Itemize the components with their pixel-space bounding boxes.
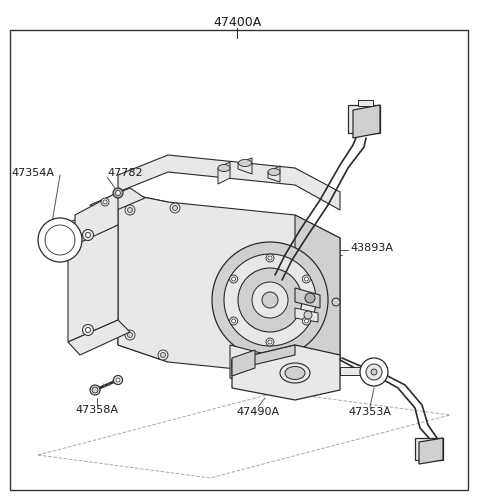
- Circle shape: [212, 242, 328, 358]
- Polygon shape: [353, 105, 380, 138]
- Text: 43893A: 43893A: [350, 243, 393, 253]
- Text: 48633: 48633: [254, 292, 287, 302]
- Text: 47354A: 47354A: [11, 168, 54, 178]
- Polygon shape: [230, 345, 300, 392]
- Text: 47400A: 47400A: [213, 16, 261, 29]
- Text: 47358A: 47358A: [75, 405, 119, 415]
- Circle shape: [266, 338, 274, 346]
- Circle shape: [268, 340, 272, 344]
- Circle shape: [229, 275, 238, 283]
- Circle shape: [90, 385, 100, 395]
- Polygon shape: [90, 188, 145, 215]
- Circle shape: [101, 198, 109, 206]
- Polygon shape: [419, 438, 443, 464]
- Circle shape: [113, 188, 123, 198]
- Circle shape: [232, 277, 236, 281]
- Ellipse shape: [239, 159, 252, 166]
- Polygon shape: [75, 192, 118, 248]
- Polygon shape: [118, 155, 340, 210]
- Circle shape: [116, 191, 120, 196]
- Ellipse shape: [280, 363, 310, 383]
- Circle shape: [224, 254, 316, 346]
- Circle shape: [170, 203, 180, 213]
- Circle shape: [366, 364, 382, 380]
- Polygon shape: [232, 345, 295, 370]
- Polygon shape: [118, 192, 340, 375]
- Circle shape: [302, 275, 311, 283]
- Circle shape: [113, 376, 122, 384]
- Polygon shape: [232, 350, 255, 376]
- Text: 47782: 47782: [107, 168, 143, 178]
- Text: 47490A: 47490A: [237, 407, 279, 417]
- Circle shape: [125, 205, 135, 215]
- Circle shape: [360, 358, 388, 386]
- Ellipse shape: [218, 164, 230, 172]
- Circle shape: [304, 319, 308, 323]
- Circle shape: [45, 225, 75, 255]
- Circle shape: [238, 268, 302, 332]
- Circle shape: [38, 218, 82, 262]
- Circle shape: [128, 208, 132, 212]
- Circle shape: [305, 293, 315, 303]
- Circle shape: [266, 254, 274, 262]
- Circle shape: [232, 319, 236, 323]
- Polygon shape: [295, 308, 318, 322]
- Circle shape: [302, 317, 311, 325]
- Polygon shape: [38, 392, 450, 478]
- Polygon shape: [268, 166, 280, 182]
- Circle shape: [103, 200, 107, 204]
- Circle shape: [158, 350, 168, 360]
- Circle shape: [229, 317, 238, 325]
- Polygon shape: [68, 225, 118, 342]
- Circle shape: [172, 206, 178, 210]
- Circle shape: [304, 277, 308, 281]
- Ellipse shape: [285, 367, 305, 379]
- Circle shape: [262, 292, 278, 308]
- Circle shape: [83, 324, 94, 336]
- Polygon shape: [218, 162, 230, 184]
- Polygon shape: [348, 105, 380, 133]
- Circle shape: [304, 311, 312, 319]
- Polygon shape: [68, 320, 130, 355]
- Circle shape: [268, 256, 272, 260]
- Text: 247116A: 247116A: [244, 278, 291, 288]
- Circle shape: [85, 232, 91, 237]
- Circle shape: [128, 332, 132, 338]
- Polygon shape: [280, 358, 300, 392]
- Polygon shape: [238, 158, 252, 174]
- Circle shape: [332, 298, 340, 306]
- Circle shape: [160, 353, 166, 358]
- Bar: [340, 367, 374, 375]
- Polygon shape: [118, 192, 168, 362]
- Polygon shape: [232, 345, 340, 400]
- Polygon shape: [295, 288, 320, 308]
- Circle shape: [371, 369, 377, 375]
- Polygon shape: [415, 438, 443, 460]
- Circle shape: [252, 282, 288, 318]
- Bar: [358, 100, 373, 106]
- Circle shape: [85, 327, 91, 332]
- Circle shape: [83, 229, 94, 240]
- Circle shape: [116, 378, 120, 382]
- Circle shape: [125, 330, 135, 340]
- Text: 47353A: 47353A: [348, 407, 391, 417]
- Polygon shape: [295, 215, 340, 375]
- Ellipse shape: [268, 169, 280, 176]
- Circle shape: [92, 387, 98, 393]
